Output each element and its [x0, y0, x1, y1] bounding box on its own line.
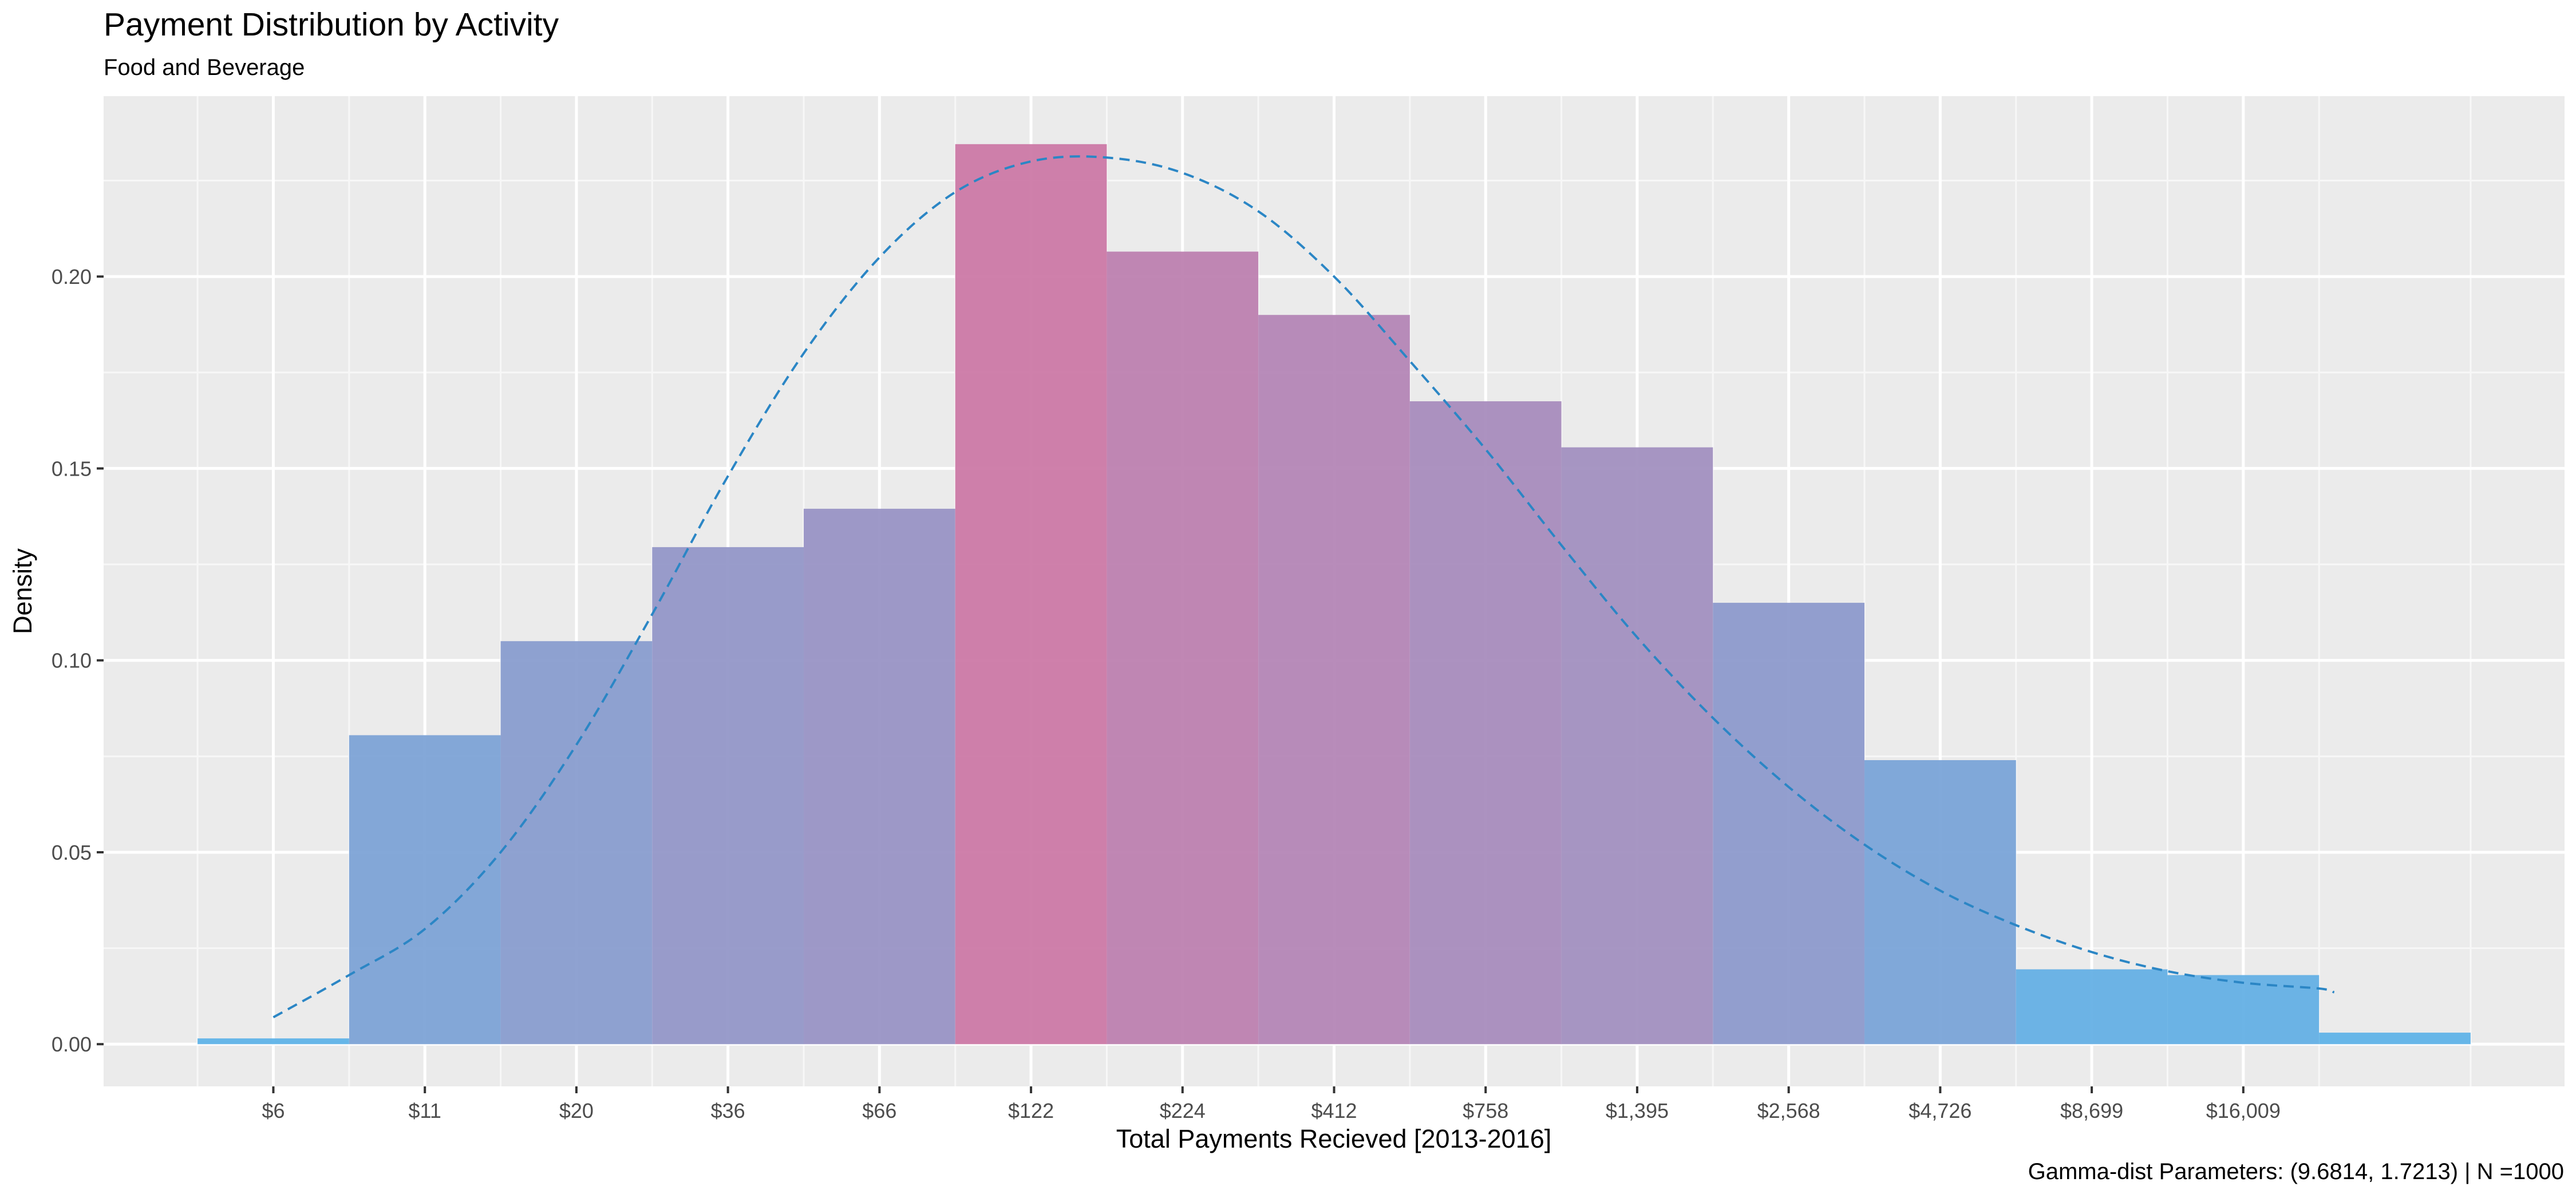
histogram-bar	[2167, 975, 2320, 1045]
histogram-bar	[349, 735, 501, 1045]
histogram-bar	[1864, 760, 2016, 1045]
y-axis-title: Density	[8, 548, 37, 634]
x-tick-label: $1,395	[1606, 1099, 1669, 1122]
gamma-fit-curve	[272, 155, 2335, 1019]
histogram-bar	[1107, 251, 1259, 1045]
chart-caption: Gamma-dist Parameters: (9.6814, 1.7213) …	[2028, 1159, 2564, 1184]
histogram-bar	[1561, 447, 1713, 1045]
histogram-bars	[197, 144, 2471, 1045]
histogram-bar	[955, 144, 1107, 1045]
x-tick-label: $36	[711, 1099, 745, 1122]
histogram-bar	[500, 641, 653, 1045]
histogram-bar	[2016, 969, 2168, 1045]
chart-title: Payment Distribution by Activity	[104, 6, 559, 43]
y-axis-ticks: 0.00 0.05 0.10 0.15 0.20	[52, 265, 104, 1056]
x-tick-label: $224	[1160, 1099, 1206, 1122]
histogram-bar	[1409, 401, 1562, 1045]
histogram-bar	[197, 1038, 349, 1045]
histogram-bar	[1713, 603, 1865, 1045]
chart-subtitle: Food and Beverage	[104, 55, 305, 80]
histogram-bar	[2319, 1033, 2471, 1045]
y-tick-label: 0.15	[52, 457, 92, 480]
x-tick-label: $11	[408, 1099, 441, 1122]
histogram-bar	[652, 547, 804, 1045]
x-tick-label: $6	[262, 1099, 285, 1122]
x-axis-title: Total Payments Recieved [2013-2016]	[1116, 1124, 1551, 1153]
x-tick-label: $2,568	[1757, 1099, 1820, 1122]
histogram-bar	[803, 508, 955, 1045]
x-tick-label: $8,699	[2060, 1099, 2123, 1122]
y-tick-label: 0.05	[52, 841, 92, 864]
x-tick-label: $4,726	[1909, 1099, 1971, 1122]
x-tick-label: $412	[1311, 1099, 1357, 1122]
x-axis-ticks: $6 $11 $20 $36 $66 $122 $224 $412 $758 $1,395 $2,5…	[262, 1086, 2281, 1122]
histogram-bar	[1258, 315, 1410, 1045]
x-tick-label: $122	[1008, 1099, 1054, 1122]
x-tick-label: $758	[1463, 1099, 1508, 1122]
x-tick-label: $66	[862, 1099, 896, 1122]
x-tick-label: $20	[559, 1099, 594, 1122]
y-tick-label: 0.10	[52, 649, 92, 673]
x-tick-label: $16,009	[2206, 1099, 2281, 1122]
y-tick-label: 0.00	[52, 1033, 92, 1056]
y-tick-label: 0.20	[52, 265, 92, 288]
